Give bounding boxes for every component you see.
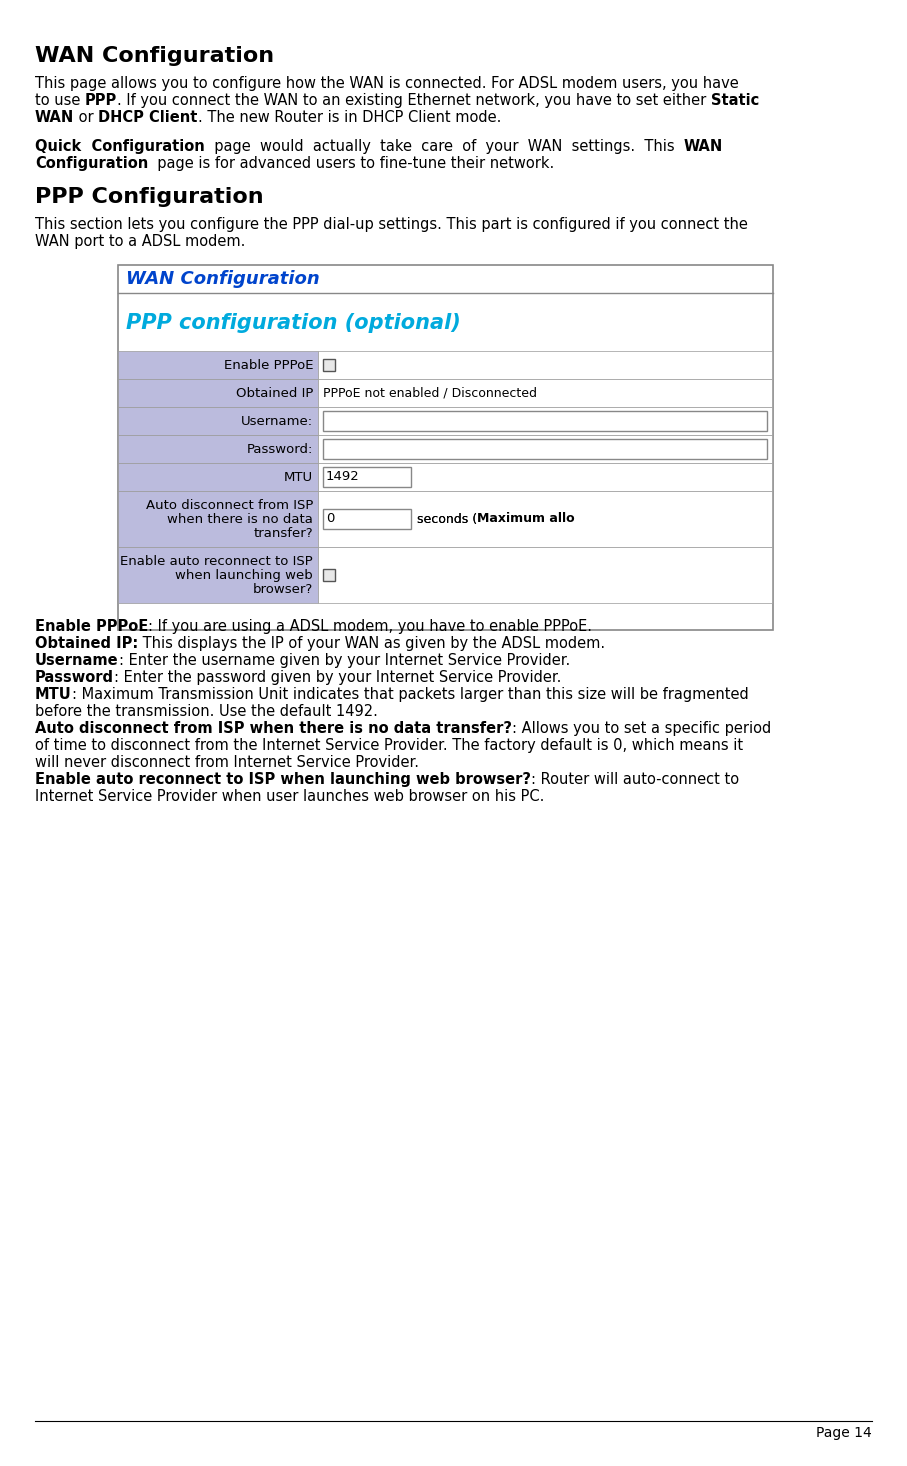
Text: before the transmission. Use the default 1492.: before the transmission. Use the default… [35,704,378,718]
Bar [318,463,772,491]
Text: : Router will auto-connect to: : Router will auto-connect to [531,773,739,787]
Text: Password:: Password: [247,443,313,456]
Text: This displays the IP of your WAN as given by the ADSL modem.: This displays the IP of your WAN as give… [138,636,605,651]
Text: Page 14: Page 14 [816,1426,872,1440]
Bar [118,350,318,380]
Text: when launching web: when launching web [175,569,313,582]
Text: PPP: PPP [85,92,117,108]
Bar [323,569,335,581]
Bar [323,359,335,371]
Bar [118,435,318,463]
Bar [323,438,767,459]
Text: Enable PPPoE: Enable PPPoE [35,619,148,633]
Text: . If you connect the WAN to an existing Ethernet network, you have to set either: . If you connect the WAN to an existing … [117,92,711,108]
Text: Username: Username [35,652,119,668]
Text: Quick  Configuration: Quick Configuration [35,139,205,154]
Text: Obtained IP:: Obtained IP: [35,636,138,651]
Text: Obtained IP: Obtained IP [236,387,313,400]
Text: Auto disconnect from ISP: Auto disconnect from ISP [146,498,313,512]
Text: Static: Static [711,92,759,108]
Text: seconds (: seconds ( [417,513,477,525]
Bar [318,491,772,547]
Text: or: or [74,110,99,125]
Text: Enable PPPoE: Enable PPPoE [223,359,313,372]
Text: : Enter the password given by your Internet Service Provider.: : Enter the password given by your Inter… [114,670,561,685]
Bar [118,463,318,491]
Bar [118,265,773,630]
Text: 1492: 1492 [326,471,360,484]
Text: WAN Configuration: WAN Configuration [126,270,320,287]
Text: : Maximum Transmission Unit indicates that packets larger than this size will be: : Maximum Transmission Unit indicates th… [72,688,748,702]
Bar [118,380,318,408]
Text: PPP Configuration: PPP Configuration [35,188,264,207]
Bar [118,491,318,547]
Text: Username:: Username: [241,415,313,428]
Text: transfer?: transfer? [253,526,313,539]
Text: will never disconnect from Internet Service Provider.: will never disconnect from Internet Serv… [35,755,419,770]
Bar [118,547,318,603]
Text: when there is no data: when there is no data [167,513,313,526]
Text: DHCP Client: DHCP Client [99,110,198,125]
Text: : Enter the username given by your Internet Service Provider.: : Enter the username given by your Inter… [119,652,570,668]
Bar [318,380,772,408]
Text: seconds (: seconds ( [417,513,477,525]
Bar [323,410,767,431]
Text: Internet Service Provider when user launches web browser on his PC.: Internet Service Provider when user laun… [35,789,544,803]
Text: Enable auto reconnect to ISP: Enable auto reconnect to ISP [121,556,313,567]
Bar [323,509,411,529]
Text: page is for advanced users to fine-tune their network.: page is for advanced users to fine-tune … [148,155,554,172]
Text: page  would  actually  take  care  of  your  WAN  settings.  This: page would actually take care of your WA… [205,139,684,154]
Text: MTU: MTU [35,688,72,702]
Text: browser?: browser? [253,583,313,597]
Text: This page allows you to configure how the WAN is connected. For ADSL modem users: This page allows you to configure how th… [35,76,738,91]
Text: WAN port to a ADSL modem.: WAN port to a ADSL modem. [35,235,246,249]
Text: to use: to use [35,92,85,108]
Text: WAN Configuration: WAN Configuration [35,45,274,66]
Text: PPPoE not enabled / Disconnected: PPPoE not enabled / Disconnected [323,387,537,400]
Bar [318,408,772,435]
Text: : If you are using a ADSL modem, you have to enable PPPoE.: : If you are using a ADSL modem, you hav… [148,619,592,633]
Bar [318,435,772,463]
Text: Configuration: Configuration [35,155,148,172]
Text: 0: 0 [326,513,335,525]
Text: Password: Password [35,670,114,685]
Text: PPP configuration (optional): PPP configuration (optional) [126,314,461,333]
Text: WAN: WAN [684,139,723,154]
Text: This section lets you configure the PPP dial-up settings. This part is configure: This section lets you configure the PPP … [35,217,748,232]
Bar [318,350,772,380]
Text: of time to disconnect from the Internet Service Provider. The factory default is: of time to disconnect from the Internet … [35,737,743,754]
Bar [118,408,318,435]
Bar [323,468,411,487]
Text: . The new Router is in DHCP Client mode.: . The new Router is in DHCP Client mode. [198,110,502,125]
Text: Auto disconnect from ISP when there is no data transfer?: Auto disconnect from ISP when there is n… [35,721,512,736]
Text: WAN: WAN [35,110,74,125]
Bar [318,547,772,603]
Text: Enable auto reconnect to ISP when launching web browser?: Enable auto reconnect to ISP when launch… [35,773,531,787]
Text: : Allows you to set a specific period: : Allows you to set a specific period [512,721,771,736]
Text: MTU: MTU [284,471,313,484]
Text: Maximum allo: Maximum allo [477,513,575,525]
